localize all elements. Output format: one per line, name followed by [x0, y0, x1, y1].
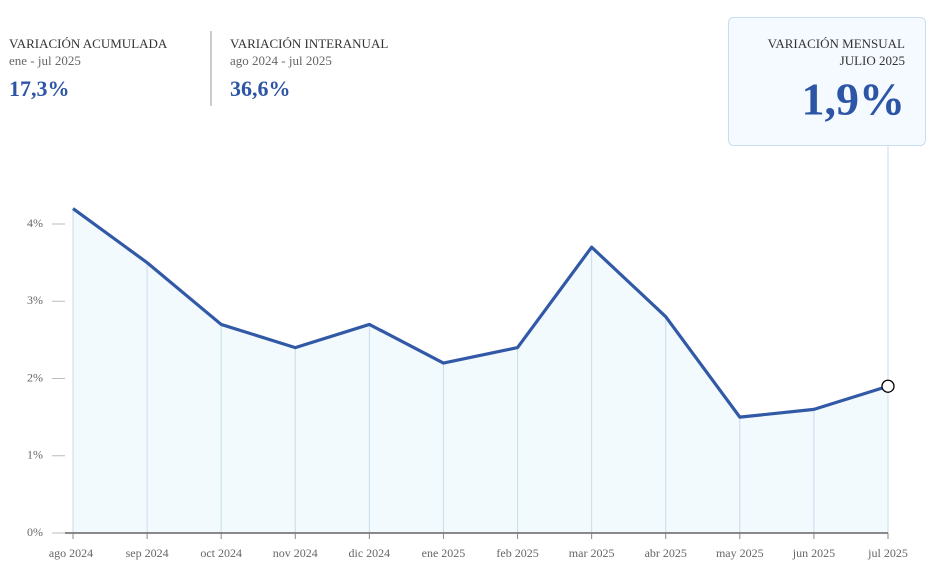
- highlight-point: [881, 379, 895, 393]
- y-tick-label: 0%: [27, 525, 43, 539]
- x-tick-label: ene 2025: [422, 546, 466, 560]
- card-value: 17,3%: [9, 76, 70, 101]
- card-period: ago 2024 - jul 2025: [230, 53, 332, 68]
- y-tick-label: 1%: [27, 448, 43, 462]
- card-title: VARIACIÓN ACUMULADA: [9, 36, 168, 51]
- y-tick-label: 3%: [27, 293, 43, 307]
- card-period: ene - jul 2025: [9, 53, 81, 68]
- card-period: JULIO 2025: [840, 53, 905, 68]
- x-tick-label: abr 2025: [645, 546, 687, 560]
- card-value: 36,6%: [230, 76, 291, 101]
- y-tick-label: 4%: [27, 216, 43, 230]
- line: [72, 207, 889, 419]
- plot: 0% 1% 2% 3% 4% ago 2024 sep 2024 oct 2024 nov 20…: [27, 146, 908, 560]
- card-title: VARIACIÓN MENSUAL: [768, 36, 905, 51]
- x-tick-label: ago 2024: [49, 546, 93, 560]
- area: [73, 208, 888, 534]
- x-tick-label: nov 2024: [273, 546, 318, 560]
- card-value: 1,9%: [802, 74, 906, 125]
- highlight-card: [728, 17, 926, 146]
- card-title: VARIACIÓN INTERANUAL: [230, 36, 388, 51]
- x-tick-label: dic 2024: [349, 546, 391, 560]
- y-tick-label: 2%: [27, 370, 43, 384]
- x-tick-label: sep 2024: [126, 546, 169, 560]
- x-tick-label: jul 2025: [867, 546, 908, 560]
- x-tick-label: jun 2025: [792, 546, 835, 560]
- x-tick-label: may 2025: [716, 546, 764, 560]
- x-tick-label: oct 2024: [200, 546, 242, 560]
- x-tick-label: feb 2025: [496, 546, 538, 560]
- x-tick-label: mar 2025: [569, 546, 615, 560]
